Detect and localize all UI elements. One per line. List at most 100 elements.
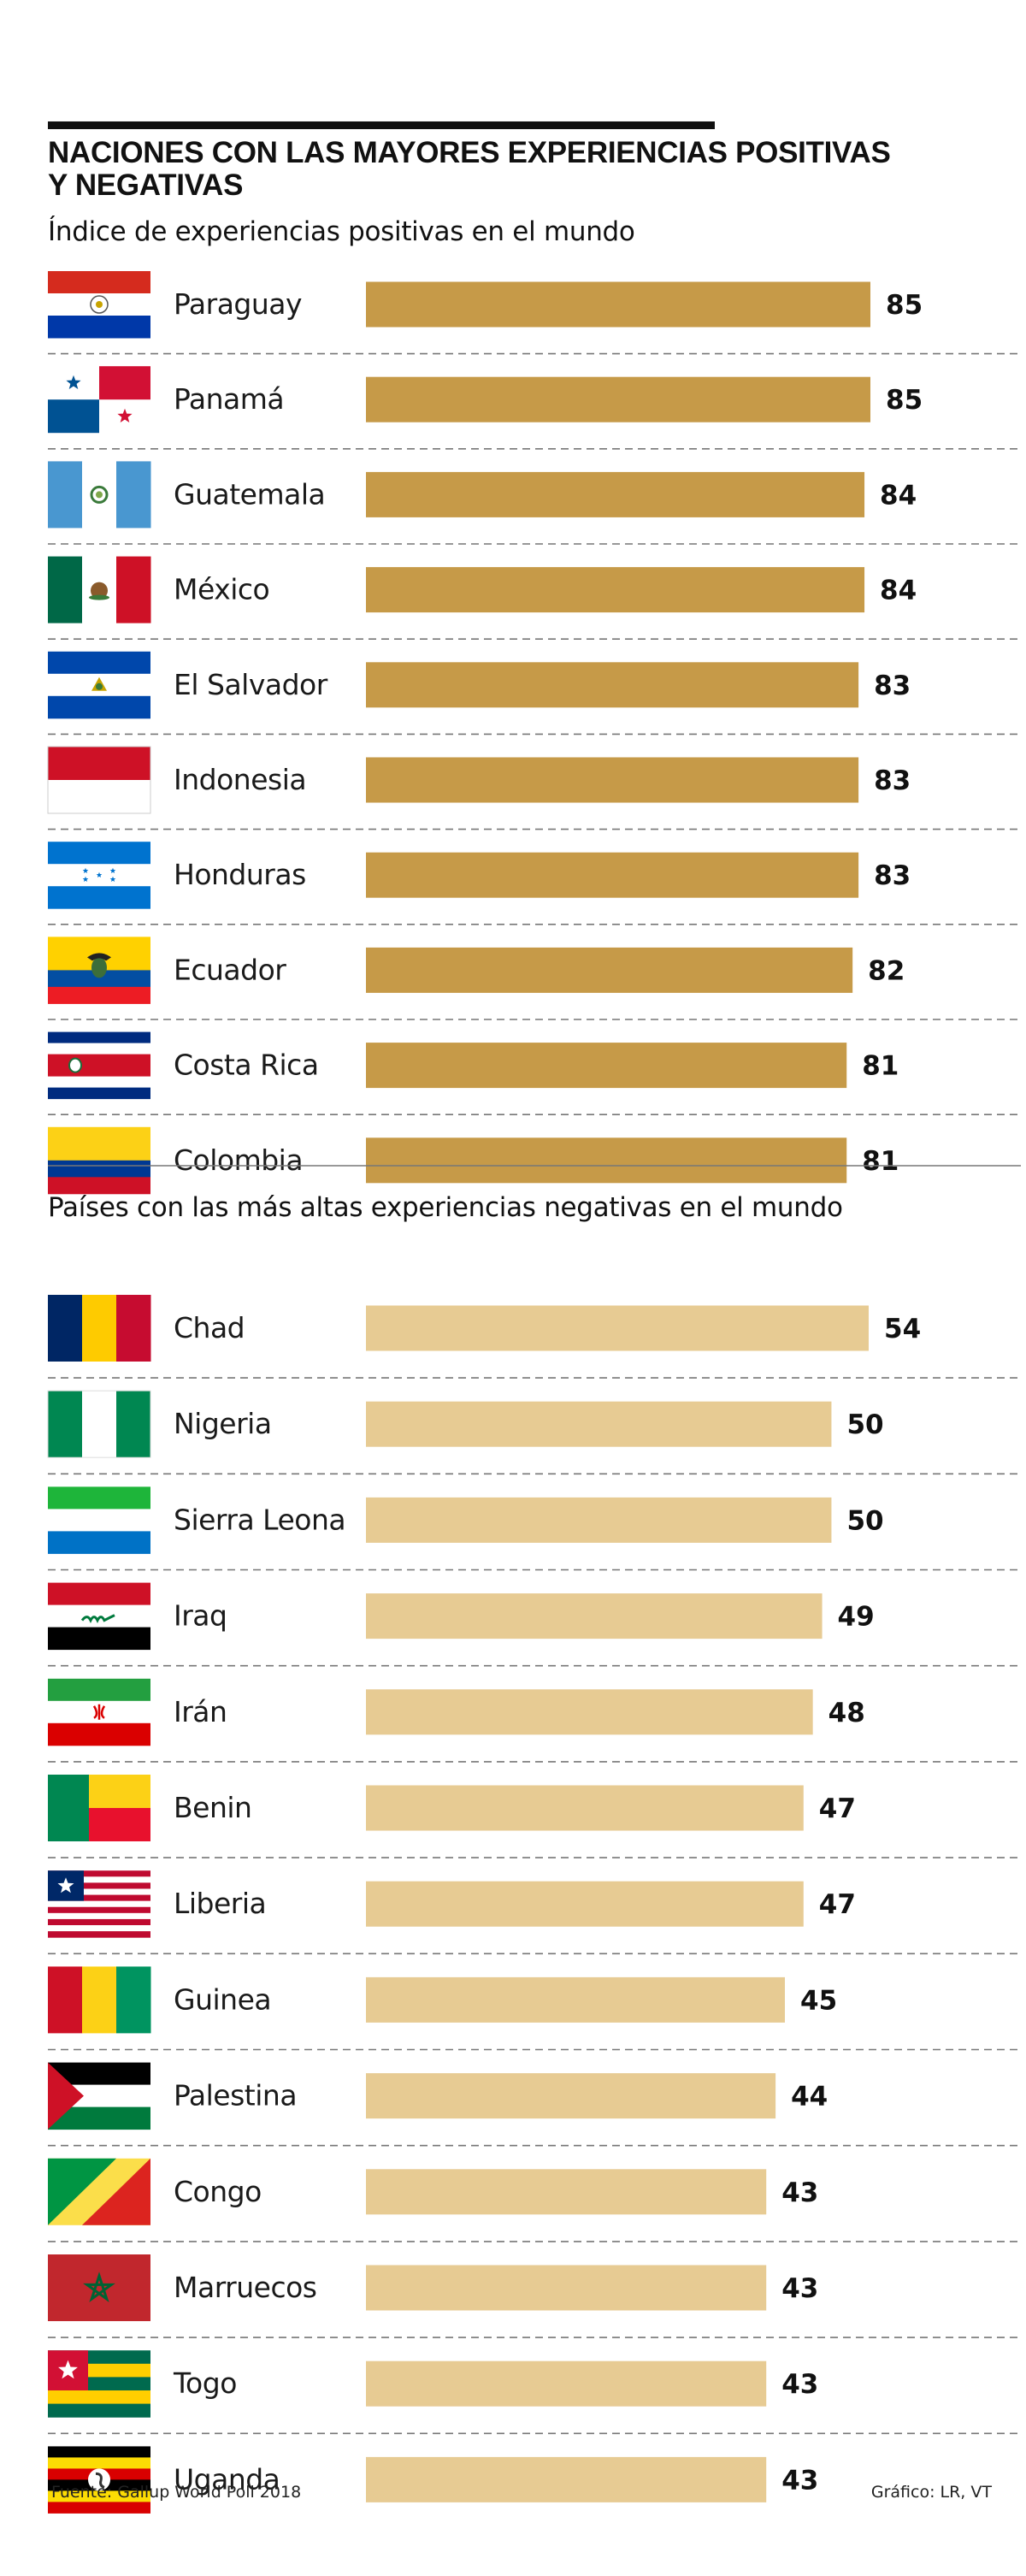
value-label: 83 — [874, 860, 911, 891]
source-note: Fuente: Gallup World Poll 2018 — [51, 2483, 302, 2502]
value-label: 83 — [874, 671, 911, 701]
value-label: 83 — [874, 765, 911, 796]
row-honduras: Honduras 83 — [48, 842, 911, 909]
value-label: 84 — [880, 576, 917, 606]
row-sierra-leona: Sierra Leona 50 — [48, 1486, 884, 1554]
value-label: 45 — [800, 1985, 837, 2016]
category-label: El Salvador — [174, 668, 328, 701]
value-label: 47 — [819, 1889, 856, 1920]
value-label: 47 — [819, 1793, 856, 1824]
row-el-salvador: El Salvador 83 — [48, 651, 911, 719]
flag-sierra-leone-icon — [48, 1486, 150, 1554]
bar — [366, 2073, 776, 2119]
flag-guinea-icon — [48, 1966, 151, 2034]
bar — [366, 567, 865, 613]
row-benin: Benin 47 — [48, 1775, 856, 1841]
flag-benin-icon — [48, 1775, 150, 1841]
category-label: Indonesia — [174, 763, 306, 796]
bar — [366, 852, 859, 898]
row-nigeria: Nigeria 50 — [47, 1390, 884, 1458]
row-guinea: Guinea 45 — [48, 1966, 837, 2034]
category-label: Colombia — [174, 1143, 303, 1177]
value-label: 43 — [781, 2273, 818, 2304]
row-togo: Togo 43 — [48, 2350, 818, 2418]
row-costa-rica: Costa Rica 81 — [48, 1031, 899, 1100]
value-label: 82 — [868, 955, 905, 986]
flag-congo-icon — [48, 2158, 150, 2225]
flag-el-salvador-icon — [48, 651, 150, 719]
bar — [366, 1043, 847, 1089]
row-ecuador: Ecuador 82 — [48, 936, 905, 1004]
row-iraq: Iraq 49 — [48, 1582, 875, 1651]
bar — [366, 757, 859, 803]
category-label: México — [174, 573, 269, 606]
flag-chad-icon — [48, 1295, 151, 1362]
credit-note: Gráfico: LR, VT — [870, 2483, 992, 2502]
flag-colombia-icon — [48, 1126, 150, 1195]
value-label: 43 — [781, 2369, 818, 2400]
category-label: Panamá — [174, 382, 284, 416]
flag-mexico-icon — [48, 556, 151, 623]
positive-section-title: Índice de experiencias positivas en el m… — [48, 216, 635, 247]
flag-iran-icon — [48, 1678, 150, 1746]
bar — [366, 281, 870, 328]
category-label: Togo — [173, 2366, 237, 2400]
category-label: Congo — [174, 2175, 262, 2208]
row-paraguay: Paraguay 85 — [48, 271, 923, 339]
category-label: Irán — [174, 1695, 227, 1728]
row-méxico: México 84 — [48, 556, 917, 623]
row-guatemala: Guatemala 84 — [48, 461, 917, 529]
bar — [366, 947, 853, 993]
category-label: Marruecos — [174, 2271, 317, 2304]
category-label: Nigeria — [174, 1407, 272, 1440]
bar — [366, 1689, 813, 1735]
value-label: 43 — [781, 2465, 818, 2496]
row-chad: Chad 54 — [48, 1295, 921, 1362]
row-palestina: Palestina 44 — [48, 2062, 828, 2130]
category-label: Uganda — [174, 2462, 280, 2496]
bar — [366, 662, 859, 708]
flag-nigeria-icon — [47, 1390, 151, 1458]
value-label: 43 — [781, 2177, 818, 2208]
bar — [366, 1881, 804, 1927]
value-label: 44 — [791, 2082, 828, 2112]
row-liberia: Liberia 47 — [48, 1870, 856, 1938]
row-colombia: Colombia 81 — [48, 1126, 899, 1195]
value-label: 85 — [886, 290, 923, 321]
bar — [366, 471, 865, 517]
value-label: 50 — [846, 1505, 883, 1536]
value-label: 84 — [880, 480, 917, 511]
bar — [366, 2456, 767, 2502]
bar — [366, 1976, 785, 2023]
flag-morocco-icon — [48, 2254, 150, 2321]
category-label: Paraguay — [174, 287, 302, 321]
flag-honduras-icon — [48, 842, 150, 909]
title-rule — [48, 121, 715, 129]
flag-palestine-icon — [48, 2062, 150, 2130]
category-label: Benin — [174, 1791, 251, 1824]
category-label: Costa Rica — [174, 1049, 319, 1082]
row-congo: Congo 43 — [48, 2158, 818, 2225]
value-label: 81 — [862, 1146, 899, 1177]
category-label: Sierra Leona — [174, 1503, 345, 1536]
category-label: Ecuador — [174, 953, 286, 986]
bar — [366, 1401, 832, 1447]
bar — [366, 1305, 869, 1351]
bar — [366, 2169, 767, 2215]
flag-togo-icon — [48, 2350, 150, 2418]
category-label: Guatemala — [174, 477, 325, 511]
value-label: 48 — [828, 1698, 865, 1728]
bar — [366, 1497, 832, 1543]
row-panamá: Panamá 85 — [48, 366, 923, 434]
value-label: 54 — [884, 1314, 921, 1344]
value-label: 85 — [886, 385, 923, 416]
negative-section-title: Países con las más altas experiencias ne… — [48, 1192, 843, 1223]
bar — [366, 1785, 804, 1831]
bar — [366, 376, 870, 422]
category-label: Guinea — [174, 1982, 271, 2016]
flag-costa-rica-icon — [48, 1031, 150, 1100]
row-indonesia: Indonesia 83 — [47, 746, 911, 814]
flag-liberia-icon — [48, 1870, 150, 1938]
category-label: Palestina — [174, 2079, 297, 2112]
